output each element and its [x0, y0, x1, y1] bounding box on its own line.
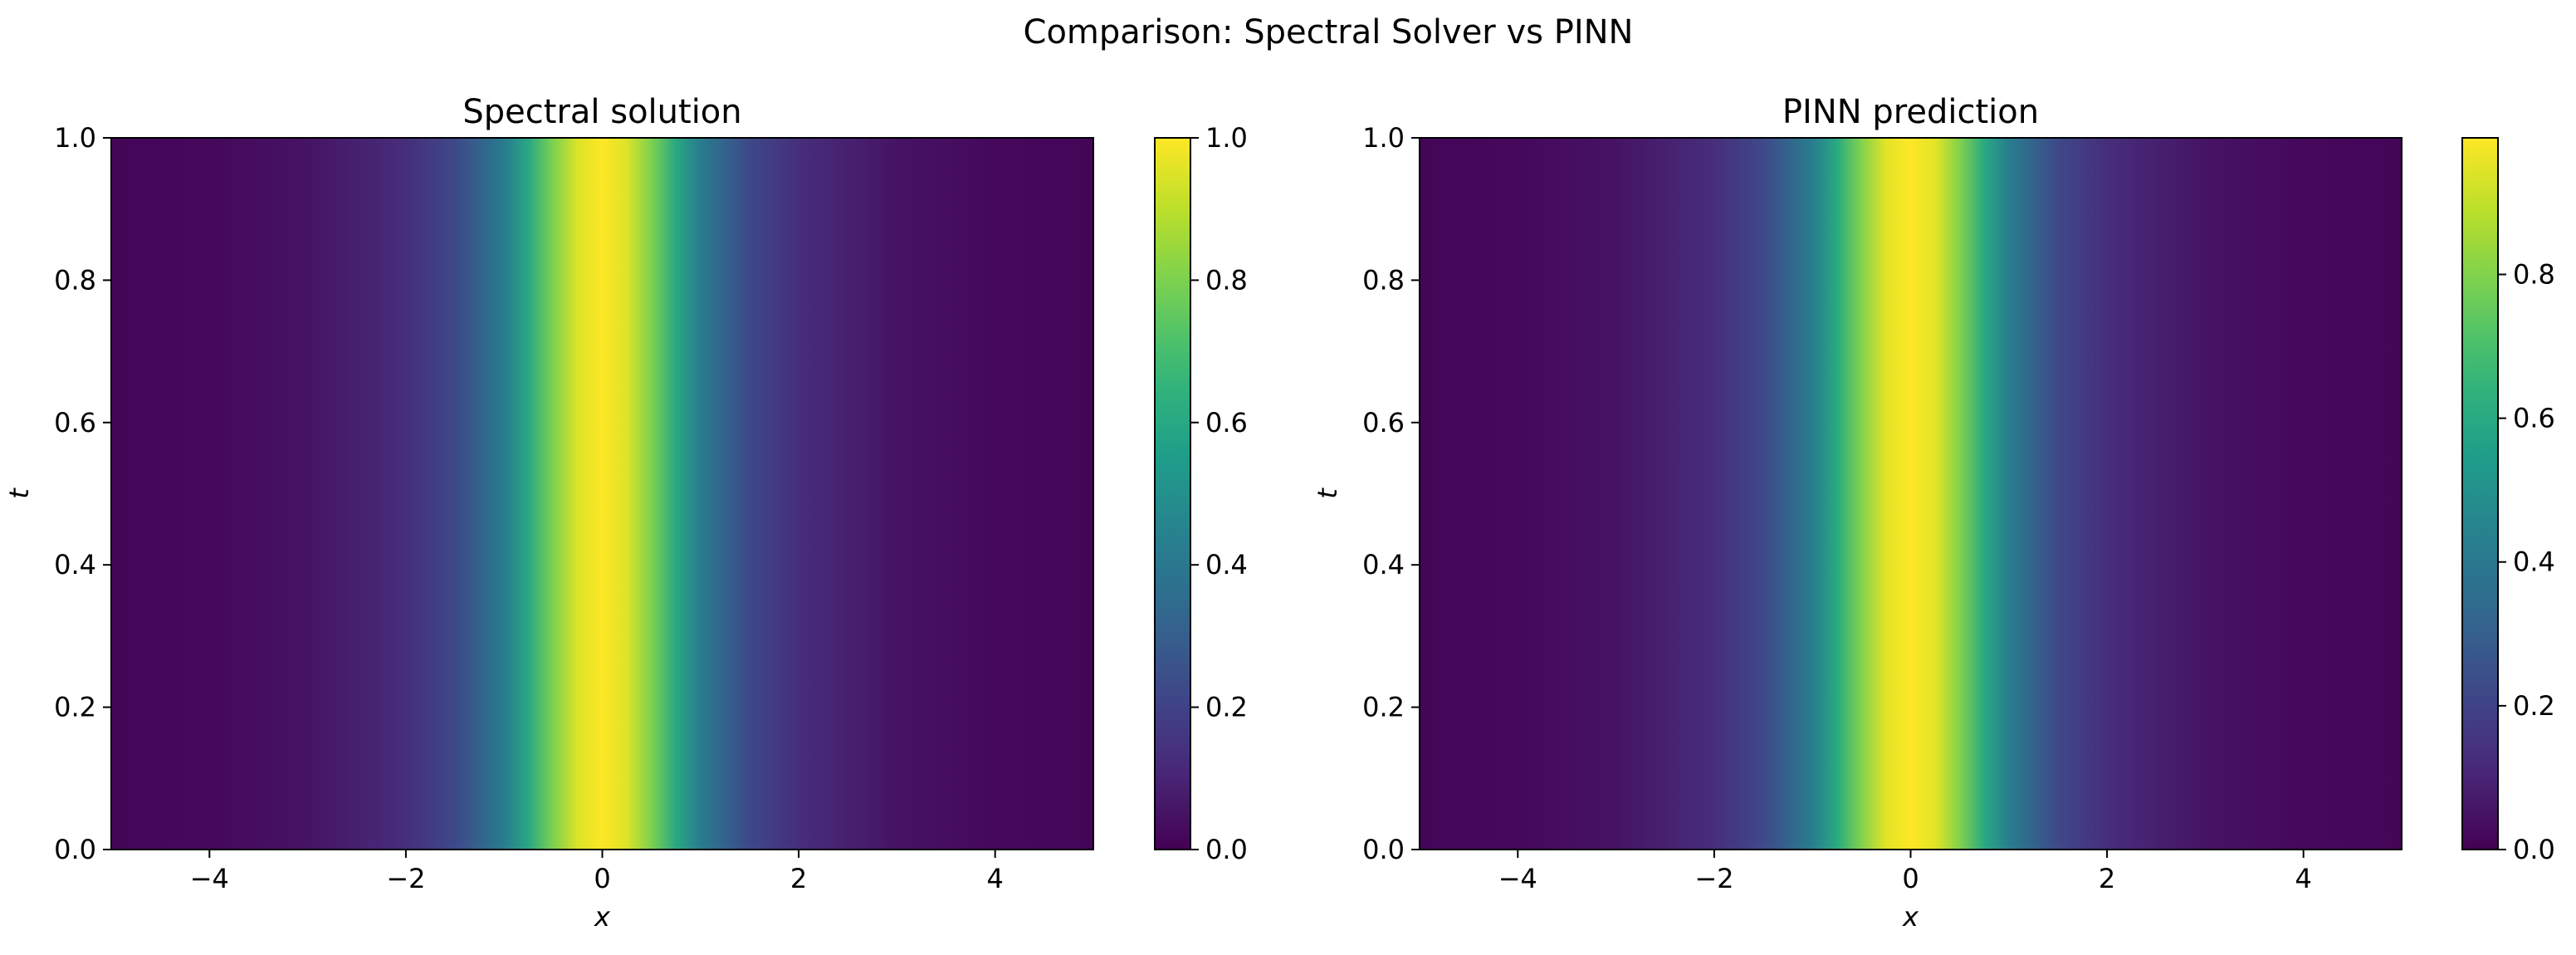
y-axis-label: t — [3, 487, 35, 499]
x-tick-label: 0 — [594, 863, 610, 894]
y-tick-label: 0.2 — [54, 692, 96, 723]
y-tick-label: 0.2 — [1362, 692, 1405, 723]
x-tick-label: −4 — [190, 863, 229, 894]
figure-suptitle: Comparison: Spectral Solver vs PINN — [1024, 13, 1634, 51]
y-tick-label: 0.6 — [1362, 407, 1405, 438]
x-axis-label: x — [1902, 901, 1919, 933]
colorbar-tick-label: 0.2 — [1205, 692, 1248, 723]
x-tick-label: 4 — [2295, 863, 2312, 894]
x-tick-label: −2 — [386, 863, 425, 894]
colorbar-tick-label: 0.0 — [2513, 834, 2555, 865]
x-tick-label: 2 — [790, 863, 807, 894]
y-tick-label: 0.8 — [54, 264, 96, 296]
y-tick-label: 1.0 — [54, 122, 96, 154]
colorbar-tick-label: 0.6 — [2513, 403, 2555, 434]
x-tick-label: 2 — [2099, 863, 2115, 894]
y-tick-label: 0.4 — [1362, 549, 1405, 580]
colorbar-tick-label: 0.4 — [2513, 546, 2555, 578]
x-tick-label: 4 — [987, 863, 1004, 894]
colorbar-tick-label: 0.0 — [1205, 834, 1248, 865]
x-tick-label: −4 — [1498, 863, 1537, 894]
y-tick-label: 0.0 — [54, 834, 96, 865]
panel-1: Spectral solution −4 −2 0 2 4 0.0 0.2 0.4 0.6 0.8 1… — [3, 93, 1248, 933]
colorbar: 0.0 0.2 0.4 0.6 0.8 1.0 — [1154, 122, 1248, 865]
y-tick-label: 0.6 — [54, 407, 96, 438]
panel-2: PINN prediction −4 −2 0 2 4 0.0 0.2 0.4 0.6 0.8 1.0… — [1312, 93, 2555, 933]
colorbar-tick-label: 0.2 — [2513, 690, 2555, 722]
colorbar-gradient — [2461, 137, 2499, 850]
colorbar-gradient — [1154, 137, 1191, 850]
colorbar-tick-label: 0.4 — [1205, 549, 1248, 580]
x-axis-label: x — [594, 901, 611, 933]
y-axis-label: t — [1312, 487, 1343, 499]
heatmap-image — [1420, 138, 2402, 850]
colorbar-tick-label: 0.6 — [1205, 407, 1248, 438]
colorbar: 0.0 0.2 0.4 0.6 0.8 — [2461, 137, 2555, 865]
colorbar-tick-label: 1.0 — [1205, 122, 1248, 154]
x-tick-label: −2 — [1694, 863, 1733, 894]
y-tick-label: 1.0 — [1362, 122, 1405, 154]
y-tick-label: 0.8 — [1362, 264, 1405, 296]
y-tick-label: 0.0 — [1362, 834, 1405, 865]
panel-title: Spectral solution — [462, 93, 741, 131]
panel-title: PINN prediction — [1782, 93, 2039, 131]
x-tick-label: 0 — [1902, 863, 1919, 894]
y-tick-label: 0.4 — [54, 549, 96, 580]
colorbar-tick-label: 0.8 — [1205, 264, 1248, 296]
colorbar-tick-label: 0.8 — [2513, 258, 2555, 290]
heatmap-image — [111, 138, 1093, 850]
panels: Spectral solution −4 −2 0 2 4 0.0 0.2 0.4 0.6 0.8 1… — [3, 93, 2555, 933]
